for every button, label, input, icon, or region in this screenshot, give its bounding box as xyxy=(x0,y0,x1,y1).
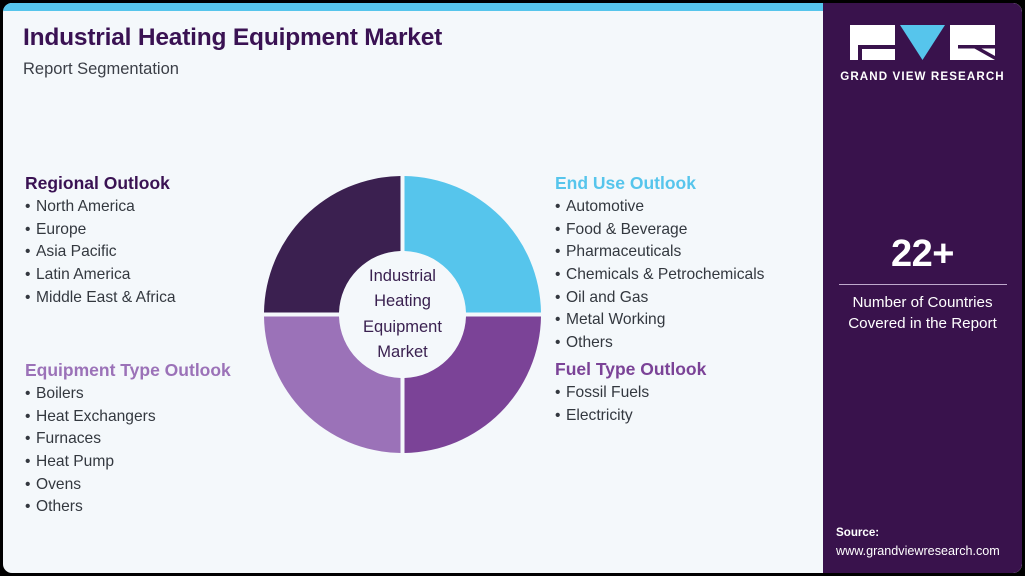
list-item-label: North America xyxy=(36,198,135,216)
list-fuel-type: • Fossil Fuels • Electricity xyxy=(555,382,706,427)
list-item: • Latin America xyxy=(25,264,176,287)
list-item: • Furnaces xyxy=(25,428,231,451)
source-title: Source: xyxy=(836,525,880,539)
list-item: • Others xyxy=(25,496,231,519)
section-equipment-type-outlook: Equipment Type Outlook • Boilers • Heat Ex… xyxy=(25,360,231,519)
list-item: • Automotive xyxy=(555,196,764,219)
list-item-label: Food & Beverage xyxy=(566,220,688,238)
donut-segment-fuel-type xyxy=(404,316,541,453)
brand-logo: GRAND VIEW RESEARCH xyxy=(823,25,1022,83)
bullet-icon: • xyxy=(555,384,561,402)
bullet-icon: • xyxy=(25,407,31,425)
bullet-icon: • xyxy=(555,288,561,306)
list-item-label: Chemicals & Petrochemicals xyxy=(566,265,765,283)
list-regional: • North America • Europe • Asia Pacific • La… xyxy=(25,196,176,309)
list-item: • Asia Pacific xyxy=(25,241,176,264)
stat-label-line-2: Covered in the Report xyxy=(848,314,997,332)
section-end-use-outlook: End Use Outlook • Automotive • Food & Beve… xyxy=(555,173,764,354)
stat-label-line-1: Number of Countries xyxy=(852,293,993,311)
bullet-icon: • xyxy=(555,333,561,351)
source-url[interactable]: www.grandviewresearch.com xyxy=(836,543,1000,558)
list-item-label: Furnaces xyxy=(36,430,102,448)
list-item: • Others xyxy=(555,332,764,355)
bullet-icon: • xyxy=(555,311,561,329)
bullet-icon: • xyxy=(25,498,31,516)
list-item-label: Fossil Fuels xyxy=(566,384,650,402)
list-item-label: Others xyxy=(566,333,613,351)
list-item: • Middle East & Africa xyxy=(25,287,176,310)
list-item-label: Heat Pump xyxy=(36,452,115,470)
list-item-label: Asia Pacific xyxy=(36,243,117,261)
source-block: Source: www.grandviewresearch.com xyxy=(836,525,1022,560)
bullet-icon: • xyxy=(25,265,31,283)
list-item: • Ovens xyxy=(25,474,231,497)
stat-divider xyxy=(838,283,1007,285)
bullet-icon: • xyxy=(25,430,31,448)
list-item: • Heat Pump xyxy=(25,451,231,474)
header: Industrial Heating Equipment Market Repo… xyxy=(23,24,723,78)
bullet-icon: • xyxy=(25,288,31,306)
list-item-label: Pharmaceuticals xyxy=(566,243,682,261)
bullet-icon: • xyxy=(25,475,31,493)
list-item: • Europe xyxy=(25,219,176,242)
bullet-icon: • xyxy=(25,243,31,261)
logo-g-icon xyxy=(850,25,895,60)
donut-svg xyxy=(264,176,541,453)
stat-value: 22+ xyxy=(891,233,954,275)
list-item-label: Middle East & Africa xyxy=(36,288,176,306)
list-item: • Fossil Fuels xyxy=(555,382,706,405)
bullet-icon: • xyxy=(25,452,31,470)
list-item-label: Oil and Gas xyxy=(566,288,649,306)
list-end-use: • Automotive • Food & Beverage • Pharmaceut… xyxy=(555,196,764,354)
section-heading-equipment-type: Equipment Type Outlook xyxy=(25,360,231,380)
list-item-label: Boilers xyxy=(36,385,84,403)
content-card: Industrial Heating Equipment Market Repo… xyxy=(3,3,1022,573)
list-item: • North America xyxy=(25,196,176,219)
list-item: • Chemicals & Petrochemicals xyxy=(555,264,764,287)
list-item-label: Metal Working xyxy=(566,311,666,329)
logo-r-icon xyxy=(950,25,995,60)
donut-segment-regional xyxy=(264,176,401,313)
logo-marks xyxy=(823,25,1022,61)
section-heading-end-use: End Use Outlook xyxy=(555,173,696,193)
list-item-label: Others xyxy=(36,498,83,516)
section-heading-fuel-type: Fuel Type Outlook xyxy=(555,359,707,379)
list-equipment-type: • Boilers • Heat Exchangers • Furnaces • Hea… xyxy=(25,383,231,519)
section-heading-regional: Regional Outlook xyxy=(25,173,170,193)
top-accent-bar xyxy=(3,3,823,11)
bullet-icon: • xyxy=(25,385,31,403)
logo-wordmark: GRAND VIEW RESEARCH xyxy=(840,70,1005,83)
list-item-label: Electricity xyxy=(566,406,633,424)
list-item-label: Ovens xyxy=(36,475,82,493)
list-item: • Heat Exchangers xyxy=(25,406,231,429)
bullet-icon: • xyxy=(555,220,561,238)
bullet-icon: • xyxy=(555,406,561,424)
list-item: • Metal Working xyxy=(555,309,764,332)
list-item: • Electricity xyxy=(555,405,706,428)
bullet-icon: • xyxy=(555,243,561,261)
donut-chart: Industrial Heating Equipment Market xyxy=(261,173,544,456)
donut-segment-end-use xyxy=(404,176,541,313)
list-item: • Pharmaceuticals xyxy=(555,241,764,264)
list-item: • Boilers xyxy=(25,383,231,406)
list-item-label: Europe xyxy=(36,220,87,238)
section-fuel-type-outlook: Fuel Type Outlook • Fossil Fuels • Electri… xyxy=(555,359,706,427)
sidebar: GRAND VIEW RESEARCH 22+ Number of Countr… xyxy=(823,3,1022,573)
list-item-label: Heat Exchangers xyxy=(36,407,156,425)
section-regional-outlook: Regional Outlook • North America • Europe … xyxy=(25,173,176,309)
list-item-label: Automotive xyxy=(566,198,645,216)
bullet-icon: • xyxy=(25,220,31,238)
bullet-icon: • xyxy=(555,198,561,216)
page-title: Industrial Heating Equipment Market xyxy=(23,24,443,51)
page-subtitle: Report Segmentation xyxy=(23,59,179,78)
bullet-icon: • xyxy=(25,198,31,216)
bullet-icon: • xyxy=(555,265,561,283)
list-item-label: Latin America xyxy=(36,265,131,283)
donut-segment-equipment-type xyxy=(264,316,401,453)
logo-v-icon xyxy=(900,25,945,60)
stat-block: 22+ Number of Countries Covered in the R… xyxy=(823,233,1022,334)
list-item: • Oil and Gas xyxy=(555,287,764,310)
list-item: • Food & Beverage xyxy=(555,219,764,242)
